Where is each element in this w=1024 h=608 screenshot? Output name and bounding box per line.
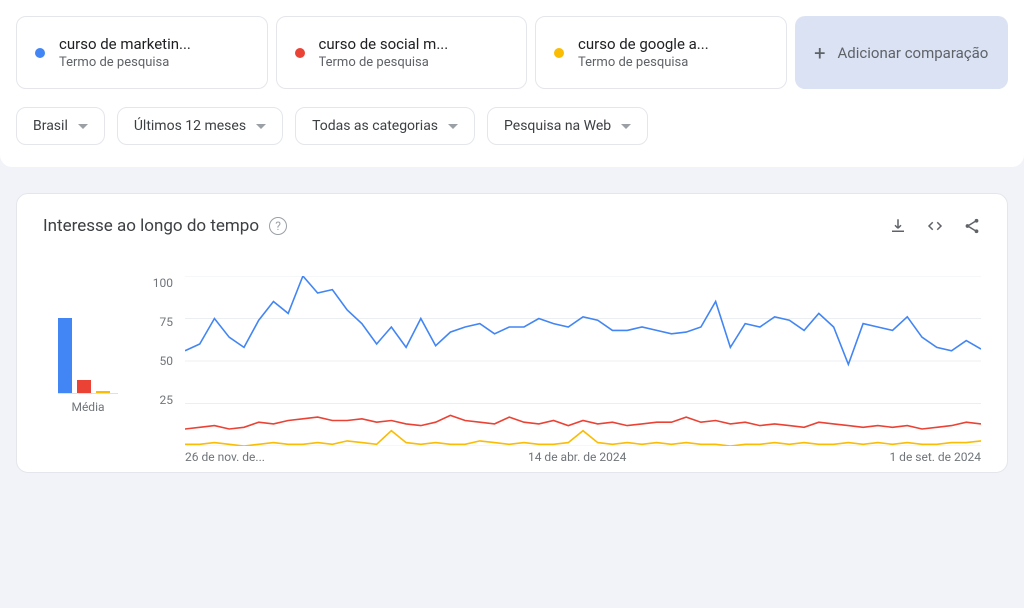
term-texts-1: curso de social m... Termo de pesquisa: [319, 35, 449, 70]
term-sub-0: Termo de pesquisa: [59, 55, 191, 70]
embed-icon[interactable]: [925, 217, 945, 235]
panel-title-wrap: Interesse ao longo do tempo ?: [43, 216, 287, 236]
filter-category-label: Todas as categorias: [312, 118, 438, 134]
xtick-2: 1 de set. de 2024: [889, 450, 981, 464]
series-red: [185, 415, 981, 429]
ytick-0: 100: [145, 276, 173, 290]
chevron-down-icon: [621, 124, 631, 129]
help-icon[interactable]: ?: [269, 217, 287, 235]
avg-bar-red: [77, 380, 91, 393]
avg-bar-yellow: [96, 391, 110, 393]
chevron-down-icon: [78, 124, 88, 129]
series-yellow: [185, 431, 981, 446]
term-card-2[interactable]: curso de google a... Termo de pesquisa: [535, 16, 787, 89]
interest-panel: Interesse ao longo do tempo ? Média: [16, 193, 1008, 473]
filter-search-type-label: Pesquisa na Web: [504, 118, 611, 134]
filter-region-label: Brasil: [33, 118, 68, 134]
avg-column: Média: [43, 276, 133, 446]
download-icon[interactable]: [889, 217, 907, 235]
term-card-0[interactable]: curso de marketin... Termo de pesquisa: [16, 16, 268, 89]
panel-actions: [889, 217, 981, 235]
chart-svg: [185, 276, 981, 446]
avg-label: Média: [71, 400, 104, 414]
term-dot-2: [554, 48, 564, 58]
panel-title: Interesse ao longo do tempo: [43, 216, 259, 236]
term-sub-1: Termo de pesquisa: [319, 55, 449, 70]
term-title-2: curso de google a...: [578, 35, 709, 53]
xtick-0: 26 de nov. de...: [185, 450, 265, 464]
line-chart: 100 75 50 25 26 de nov. de... 14 de abr.…: [151, 276, 981, 446]
add-comparison-button[interactable]: + Adicionar comparação: [795, 16, 1009, 89]
panel-header: Interesse ao longo do tempo ?: [43, 216, 981, 236]
y-axis-labels: 100 75 50 25: [145, 276, 173, 446]
add-comparison-label: Adicionar comparação: [838, 44, 989, 62]
avg-bar-blue: [58, 318, 72, 393]
plus-icon: +: [814, 43, 825, 63]
term-title-0: curso de marketin...: [59, 35, 191, 53]
chart-area: Média 100 75 50 25 26 de nov. de: [43, 276, 981, 446]
x-axis-labels: 26 de nov. de... 14 de abr. de 2024 1 de…: [185, 450, 981, 464]
term-title-1: curso de social m...: [319, 35, 449, 53]
filters-row: Brasil Últimos 12 meses Todas as categor…: [16, 107, 1008, 145]
compare-row: curso de marketin... Termo de pesquisa c…: [16, 0, 1008, 89]
chevron-down-icon: [256, 124, 266, 129]
ytick-blank: [145, 432, 173, 446]
term-texts-2: curso de google a... Termo de pesquisa: [578, 35, 709, 70]
top-section: curso de marketin... Termo de pesquisa c…: [0, 0, 1024, 167]
series-blue: [185, 276, 981, 364]
chevron-down-icon: [448, 124, 458, 129]
share-icon[interactable]: [963, 217, 981, 235]
term-sub-2: Termo de pesquisa: [578, 55, 709, 70]
filter-period-label: Últimos 12 meses: [134, 118, 246, 134]
ytick-2: 50: [145, 354, 173, 368]
term-card-1[interactable]: curso de social m... Termo de pesquisa: [276, 16, 528, 89]
term-dot-0: [35, 48, 45, 58]
avg-bars: [58, 284, 118, 394]
term-dot-1: [295, 48, 305, 58]
xtick-1: 14 de abr. de 2024: [528, 450, 626, 464]
filter-period[interactable]: Últimos 12 meses: [117, 107, 283, 145]
ytick-1: 75: [145, 315, 173, 329]
filter-region[interactable]: Brasil: [16, 107, 105, 145]
ytick-3: 25: [145, 393, 173, 407]
term-texts-0: curso de marketin... Termo de pesquisa: [59, 35, 191, 70]
filter-search-type[interactable]: Pesquisa na Web: [487, 107, 648, 145]
filter-category[interactable]: Todas as categorias: [295, 107, 475, 145]
